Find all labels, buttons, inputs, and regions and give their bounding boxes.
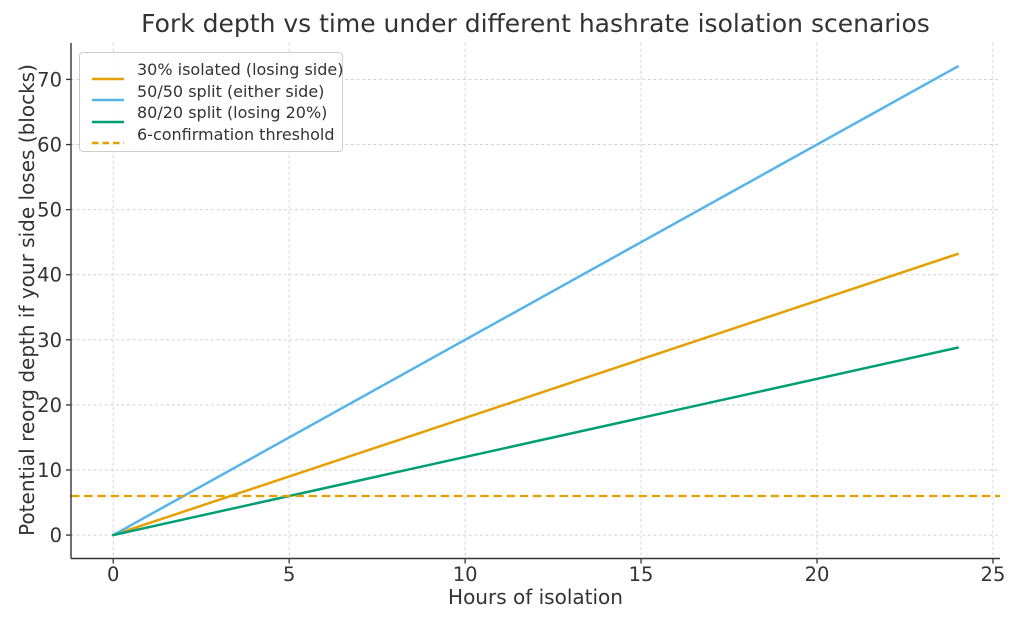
legend-item: 30% isolated (losing side): [88, 59, 344, 81]
x-tick-label: 10: [453, 563, 478, 586]
legend-line-sample: [92, 88, 124, 102]
y-tick-label: 30: [37, 329, 62, 352]
legend-label: 6-confirmation threshold: [137, 124, 335, 144]
x-tick-label: 25: [981, 563, 1006, 586]
chart-title: Fork depth vs time under different hashr…: [141, 9, 930, 38]
y-tick-label: 50: [37, 199, 62, 222]
x-tick-label: 20: [805, 563, 830, 586]
y-tick-label: 20: [37, 394, 62, 417]
x-tick-label: 5: [283, 563, 295, 586]
legend-label: 50/50 split (either side): [137, 81, 325, 101]
y-tick-label: 0: [50, 524, 62, 547]
y-axis-label: Potential reorg depth if your side loses…: [15, 64, 39, 536]
legend-line-sample: [92, 67, 124, 81]
legend-line-sample: [92, 131, 124, 145]
legend-item: 50/50 split (either side): [88, 81, 334, 102]
x-tick-label: 0: [107, 563, 119, 586]
legend-line-sample: [92, 110, 124, 124]
legend-label: 80/20 split (losing 20%): [137, 103, 328, 123]
y-tick-label: 70: [37, 68, 62, 91]
x-tick-label: 15: [629, 563, 654, 586]
series-line-2: [111, 346, 960, 537]
y-tick-label: 60: [37, 134, 62, 157]
legend-box: 30% isolated (losing side) 50/50 split (e…: [79, 52, 344, 152]
legend-label: 30% isolated (losing side): [137, 60, 344, 80]
series-line-1: [111, 65, 960, 537]
x-axis-label: Hours of isolation: [448, 585, 623, 609]
series-line-0: [111, 252, 960, 537]
y-tick-label: 10: [37, 459, 62, 482]
y-tick-label: 40: [37, 264, 62, 287]
legend-item: 80/20 split (losing 20%): [88, 102, 334, 124]
legend-item: 6-confirmation threshold: [88, 124, 335, 145]
